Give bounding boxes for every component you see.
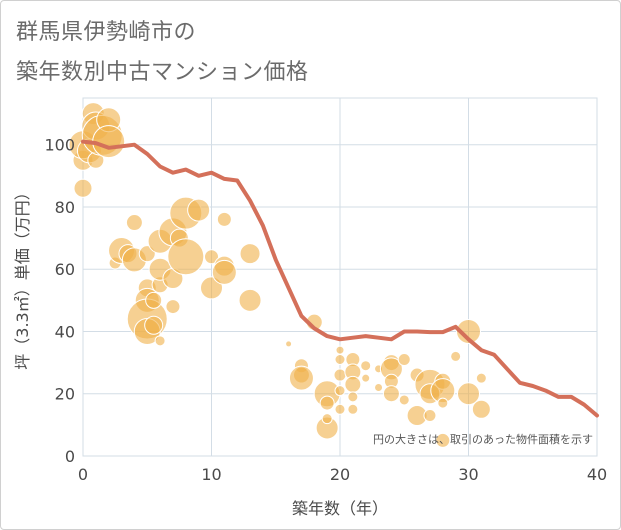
x-axis-title: 築年数（年）: [292, 499, 388, 518]
x-tick-label: 0: [78, 465, 88, 484]
bubble-size-note: 円の大きさは、取引のあった物件面積を示す: [373, 432, 593, 446]
data-bubble: [360, 360, 372, 372]
data-bubble: [333, 368, 347, 382]
data-bubble: [382, 385, 400, 403]
chart-title-line1: 群馬県伊勢崎市の: [16, 20, 197, 45]
data-bubble: [145, 291, 163, 309]
data-bubble: [285, 340, 293, 348]
data-bubble: [347, 403, 359, 415]
data-bubble: [374, 383, 384, 393]
data-bubble: [211, 259, 237, 285]
data-bubble: [144, 315, 164, 335]
x-tick-label: 30: [458, 465, 478, 484]
data-bubble: [361, 373, 371, 383]
data-bubble: [288, 365, 314, 391]
y-tick-label: 40: [55, 322, 75, 341]
data-bubble: [204, 249, 219, 265]
x-tick-label: 10: [201, 465, 221, 484]
data-bubble: [450, 350, 462, 362]
data-bubble: [457, 382, 480, 406]
data-bubble: [344, 375, 362, 393]
data-bubble: [216, 211, 232, 227]
y-axis-title: 坪（3.3㎡）単価（万円）: [13, 184, 32, 369]
data-bubble: [471, 399, 491, 419]
data-bubble: [319, 395, 335, 411]
price-trend-line: [81, 139, 599, 418]
x-tick-label: 20: [330, 465, 350, 484]
data-bubble: [92, 125, 126, 159]
chart-title-line2: 築年数別中古マンション価格: [16, 60, 309, 85]
data-bubble: [154, 335, 166, 347]
data-bubble: [187, 198, 211, 222]
data-bubble: [423, 409, 437, 423]
data-bubble: [475, 372, 487, 384]
y-tick-label: 60: [55, 260, 75, 279]
data-bubble: [435, 432, 451, 448]
data-bubble: [334, 353, 346, 365]
data-bubble: [335, 345, 345, 355]
data-bubble: [73, 178, 93, 198]
data-bubble: [321, 413, 333, 425]
data-bubble: [456, 318, 481, 344]
data-bubble: [437, 397, 449, 409]
data-bubble: [347, 391, 359, 403]
y-tick-label: 20: [55, 385, 75, 404]
y-tick-label: 100: [44, 136, 75, 155]
y-tick-label: 0: [65, 447, 75, 466]
data-bubble: [239, 243, 261, 265]
x-tick-label: 40: [587, 465, 607, 484]
data-bubble: [167, 238, 205, 276]
data-bubble: [397, 352, 411, 366]
y-tick-label: 80: [55, 198, 75, 217]
data-bubble: [238, 288, 262, 312]
data-bubble: [125, 214, 143, 232]
data-bubble: [334, 403, 346, 415]
data-bubble: [165, 299, 181, 315]
data-bubble: [334, 385, 346, 397]
data-bubble: [398, 394, 410, 406]
